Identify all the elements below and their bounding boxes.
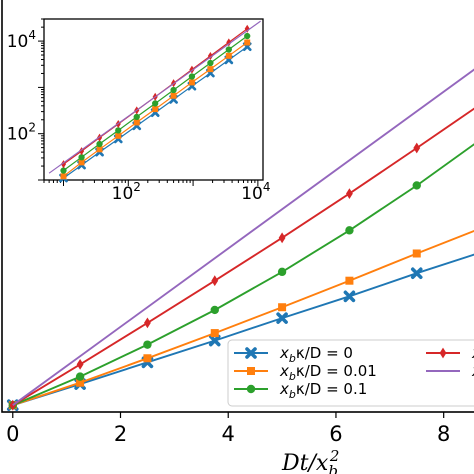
data-point — [412, 249, 421, 258]
inset-series-line-4 — [48, 20, 261, 174]
legend-swatch-marker — [245, 347, 257, 359]
inset-data-point — [115, 127, 122, 134]
inset-data-point — [244, 32, 251, 40]
series-line-4 — [12, 68, 474, 406]
inset-data-point — [225, 52, 232, 59]
legend-entry: xbκ/D = ∞ — [426, 362, 474, 383]
inset-data-point — [115, 132, 122, 139]
data-point — [211, 275, 219, 287]
legend-swatch-marker — [247, 367, 255, 375]
legend-swatch-marker — [246, 384, 256, 394]
x-tick-label: 6 — [329, 422, 342, 446]
data-point — [208, 334, 221, 347]
data-point — [210, 329, 219, 338]
inset-data-point — [207, 66, 214, 73]
inset-data-point — [152, 106, 159, 113]
data-point — [278, 232, 286, 244]
inset-x-tick-label: 102 — [112, 180, 141, 204]
inset-x-tick-label: 104 — [241, 180, 270, 204]
x-tick-label: 2 — [114, 422, 127, 446]
x-tick-label: 0 — [6, 422, 19, 446]
x-tick-label: 8 — [437, 422, 450, 446]
data-point — [143, 340, 152, 349]
x-axis-title: Dt/xb2 — [281, 447, 339, 474]
data-point — [276, 312, 288, 324]
inset-data-point — [60, 160, 67, 169]
inset-data-point — [207, 59, 214, 67]
legend-label: xbκ/D = 0.01 — [279, 362, 377, 383]
legend-label: xbκ/D = 1 — [471, 344, 474, 365]
inset-data-point — [225, 46, 232, 53]
inset-data-point — [133, 113, 140, 121]
inset-y-tick-label: 104 — [7, 28, 36, 52]
inset-data-point — [60, 173, 67, 180]
legend-label: xbκ/D = 0 — [279, 344, 353, 365]
main-plot-frame — [1, 0, 474, 413]
data-point — [144, 317, 151, 329]
data-point — [76, 378, 85, 387]
inset-data-point — [170, 92, 177, 99]
data-point — [75, 372, 85, 381]
series-line-2 — [12, 143, 474, 407]
legend-label: xbκ/D = ∞ — [471, 362, 474, 383]
legend-label: xbκ/D = 0.1 — [279, 380, 367, 401]
inset-data-point — [133, 119, 140, 126]
data-point — [345, 226, 354, 235]
inset-data-point — [170, 86, 177, 94]
series-line-3 — [12, 107, 474, 407]
legend-entry: xbκ/D = 0.01 — [234, 362, 377, 383]
data-point — [412, 181, 421, 190]
series-line-1 — [12, 229, 474, 407]
inset-data-point — [96, 140, 103, 148]
legend-swatch-marker — [439, 347, 447, 359]
data-point — [210, 305, 219, 315]
data-point — [410, 267, 423, 280]
legend-box — [227, 339, 474, 407]
data-point — [143, 354, 152, 363]
legend-entry: xbκ/D = 0 — [234, 344, 353, 365]
data-point — [345, 276, 354, 285]
legend-entry: xbκ/D = 0.1 — [234, 380, 367, 401]
inset-data-point — [152, 100, 159, 107]
inset-data-point — [244, 39, 251, 46]
inset-data-point — [78, 154, 85, 161]
data-point — [9, 399, 17, 411]
data-point — [76, 358, 84, 370]
inset-data-point — [188, 79, 195, 86]
inset-data-point — [244, 24, 250, 33]
inset-y-tick-label: 102 — [7, 121, 36, 145]
data-point — [277, 267, 287, 277]
x-tick-label: 4 — [222, 422, 235, 446]
series-line-0 — [12, 253, 474, 407]
data-point — [413, 142, 421, 154]
inset-data-point — [188, 73, 196, 80]
data-point — [343, 290, 356, 303]
inset-plot: 102 104 102 104 — [7, 18, 271, 204]
inset-data-point — [60, 167, 67, 174]
inset-data-point — [96, 146, 103, 153]
data-point — [346, 188, 353, 200]
data-point — [278, 303, 287, 312]
legend-entry: xbκ/D = 1 — [426, 344, 474, 365]
inset-data-point — [79, 147, 85, 156]
inset-data-point — [78, 159, 85, 166]
